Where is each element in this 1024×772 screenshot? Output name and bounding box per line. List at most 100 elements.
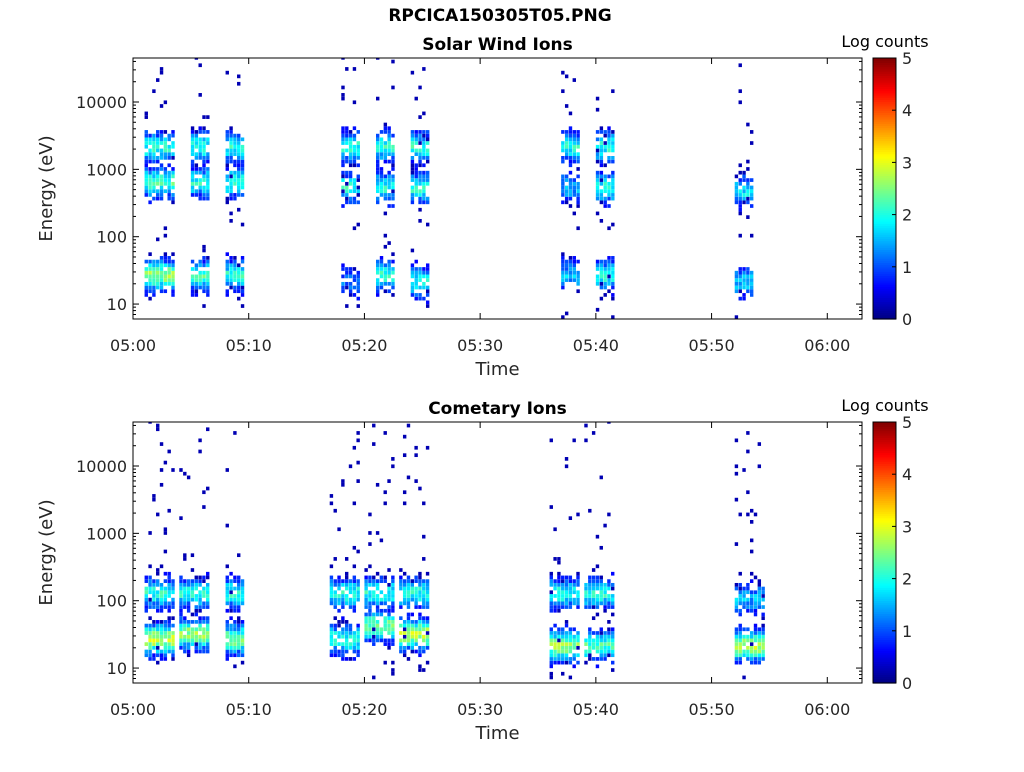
spectrogram-cell — [391, 642, 395, 646]
spectrogram-cell — [240, 631, 245, 635]
spectrogram-cell — [341, 605, 345, 609]
spectrogram-cell — [746, 634, 750, 639]
spectrogram-cell — [734, 289, 739, 294]
spectrogram-cell — [591, 642, 596, 646]
spectrogram-cell — [225, 163, 229, 168]
spectrogram-cell — [422, 634, 426, 639]
spectrogram-cell — [329, 564, 334, 569]
spectrogram-cell — [329, 579, 334, 583]
spectrogram-cell — [414, 285, 418, 290]
spectrogram-cell — [557, 575, 561, 580]
spectrogram-cell — [167, 620, 171, 624]
spectrogram-cell — [144, 167, 148, 171]
spectrogram-cell — [738, 608, 742, 613]
spectrogram-cell — [156, 285, 160, 290]
spectrogram-cell — [348, 270, 353, 275]
spectrogram-cell — [410, 285, 415, 290]
spectrogram-cell — [599, 627, 603, 632]
spectrogram-cell — [607, 289, 611, 294]
spectrogram-cell — [237, 270, 241, 275]
spectrogram-cell — [607, 597, 611, 602]
spectrogram-cell — [167, 594, 171, 598]
spectrogram-cell — [595, 193, 600, 197]
spectrogram-cell — [568, 594, 573, 598]
spectrogram-cell — [383, 244, 388, 249]
spectrogram-cell — [564, 185, 569, 190]
spectrogram-cell — [333, 590, 337, 595]
spectrogram-cell — [595, 156, 600, 160]
spectrogram-cell — [337, 608, 341, 613]
spectrogram-cell — [561, 148, 565, 153]
spectrogram-cell — [572, 259, 576, 264]
spectrogram-cell — [233, 274, 237, 279]
spectrogram-cell — [333, 508, 337, 513]
spectrogram-cell — [584, 601, 588, 606]
spectrogram-cell — [410, 274, 415, 279]
spectrogram-cell — [344, 601, 349, 606]
spectrogram-cell — [167, 178, 171, 182]
colorbar-tick-label: 0 — [902, 310, 912, 329]
spectrogram-cell — [375, 482, 380, 487]
spectrogram-cell — [237, 263, 241, 268]
spectrogram-cell — [568, 193, 573, 197]
spectrogram-cell — [341, 601, 345, 606]
spectrogram-cell — [568, 189, 573, 194]
spectrogram-cell — [591, 568, 596, 572]
spectrogram-cell — [348, 623, 353, 628]
spectrogram-cell — [391, 159, 395, 164]
colorbar-step — [873, 240, 896, 244]
spectrogram-cell — [194, 627, 198, 632]
spectrogram-cell — [603, 645, 607, 650]
spectrogram-cell — [206, 274, 210, 279]
spectrogram-cell — [749, 590, 754, 595]
spectrogram-cell — [553, 605, 557, 609]
spectrogram-cell — [372, 601, 376, 606]
spectrogram-cell — [738, 597, 742, 602]
spectrogram-cell — [406, 423, 411, 428]
colorbar-tick-label: 1 — [902, 258, 912, 277]
spectrogram-cell — [607, 226, 611, 231]
spectrogram-cell — [379, 601, 384, 606]
spectrogram-cell — [742, 601, 746, 606]
spectrogram-cell — [348, 642, 353, 646]
spectrogram-cell — [599, 141, 604, 145]
spectrogram-cell — [757, 653, 762, 658]
spectrogram-cell — [564, 270, 569, 275]
colorbar-step — [873, 458, 896, 462]
colorbar-step — [873, 550, 896, 554]
spectrogram-cell — [148, 657, 152, 661]
spectrogram-cell — [337, 594, 341, 598]
spectrogram-cell — [391, 638, 395, 643]
colorbar-step — [873, 674, 896, 678]
x-tick-label: 06:00 — [804, 336, 850, 355]
spectrogram-cell — [356, 649, 360, 654]
spectrogram-cell — [225, 174, 229, 179]
spectrogram-cell — [410, 623, 414, 628]
spectrogram-cell — [414, 590, 418, 595]
x-axis-label: Time — [474, 723, 519, 744]
spectrogram-cell — [379, 193, 384, 197]
spectrogram-cell — [425, 270, 430, 275]
spectrogram-cell — [159, 278, 164, 282]
spectrogram-cell — [387, 568, 391, 572]
spectrogram-cell — [206, 196, 210, 201]
spectrogram-cell — [148, 270, 152, 275]
y-tick-label: 10000 — [76, 457, 127, 476]
spectrogram-cell — [198, 141, 202, 145]
colorbar-step — [873, 171, 896, 174]
spectrogram-cell — [163, 263, 168, 268]
spectrogram-cell — [225, 130, 229, 134]
spectrogram-cell — [144, 144, 148, 149]
spectrogram-cell — [734, 586, 739, 591]
spectrogram-cell — [237, 620, 241, 624]
colorbar-step — [873, 504, 896, 508]
spectrogram-cell — [611, 660, 615, 665]
spectrogram-cell — [568, 148, 573, 153]
spectrogram-cell — [568, 605, 573, 609]
spectrogram-cell — [749, 538, 754, 543]
spectrogram-cell — [171, 181, 175, 186]
spectrogram-cell — [425, 141, 430, 145]
colorbar-step — [873, 103, 896, 107]
spectrogram-cell — [379, 152, 384, 157]
spectrogram-cell — [148, 645, 152, 650]
